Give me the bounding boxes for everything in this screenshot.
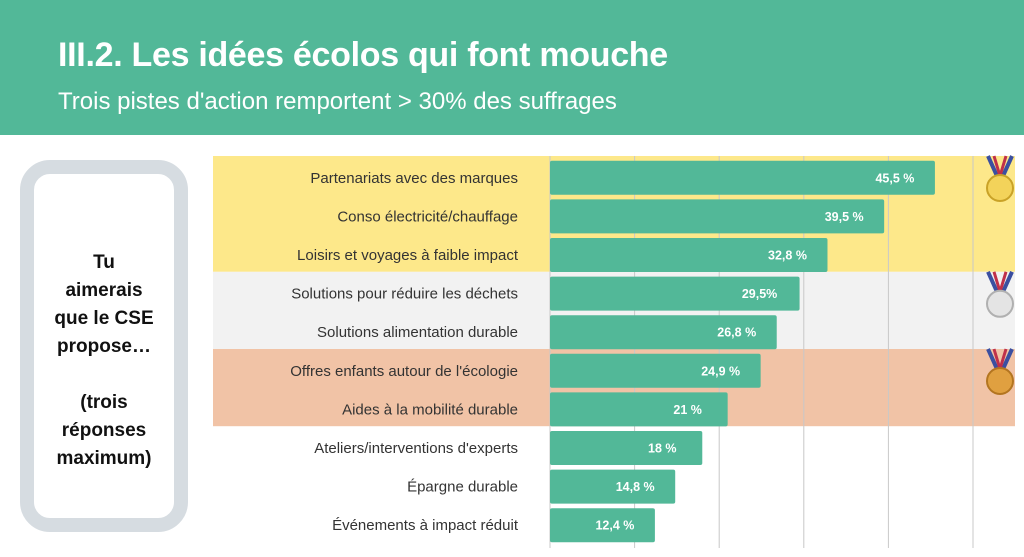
bar — [550, 508, 655, 543]
bronze-medal-ribbon-icon — [986, 348, 1014, 370]
bar — [550, 276, 800, 311]
category-label: Offres enfants autour de l'écologie — [290, 363, 518, 380]
category-label: Événements à impact réduit — [332, 517, 519, 534]
silver-medal-icon — [986, 289, 1014, 318]
category-label: Partenariats avec des marques — [310, 170, 518, 187]
question-note: réponses — [61, 420, 147, 441]
value-label: 29,5% — [742, 287, 777, 301]
header-banner: III.2. Les idées écolos qui font mouche … — [0, 0, 1024, 135]
bar — [550, 469, 676, 504]
page-subtitle: Trois pistes d'action remportent > 30% d… — [58, 88, 617, 115]
category-label: Conso électricité/chauffage — [337, 208, 518, 225]
category-label: Solutions pour réduire les déchets — [291, 286, 518, 303]
page-title: III.2. Les idées écolos qui font mouche — [58, 36, 668, 74]
question-line: aimerais — [65, 280, 143, 301]
value-label: 12,4 % — [595, 519, 634, 533]
category-label: Solutions alimentation durable — [317, 324, 518, 341]
bar — [550, 160, 935, 195]
value-label: 39,5 % — [825, 210, 864, 224]
question-line: que le CSE — [54, 308, 154, 329]
value-label: 45,5 % — [875, 171, 914, 185]
gold-medal-ribbon-icon — [986, 155, 1014, 177]
question-card: Tu aimerais que le CSE propose… (trois r… — [20, 160, 188, 532]
silver-medal-ribbon-icon — [986, 270, 1014, 293]
bar — [550, 392, 728, 427]
bar — [550, 315, 777, 350]
bar — [550, 199, 885, 234]
bar — [550, 431, 703, 465]
question-note: (trois — [80, 392, 128, 413]
value-label: 21 % — [673, 403, 702, 417]
category-label: Loisirs et voyages à faible impact — [297, 247, 519, 264]
category-label: Épargne durable — [407, 479, 518, 496]
bronze-medal-icon — [986, 367, 1014, 395]
bar — [550, 238, 828, 272]
value-label: 32,8 % — [768, 249, 807, 263]
question-line: propose… — [57, 336, 151, 357]
category-label: Ateliers/interventions d'experts — [314, 440, 518, 457]
value-label: 18 % — [648, 442, 677, 456]
category-label: Aides à la mobilité durable — [342, 401, 518, 418]
question-note: maximum) — [56, 448, 152, 469]
value-label: 26,8 % — [717, 326, 756, 340]
value-label: 14,8 % — [616, 480, 655, 494]
bar — [550, 353, 761, 388]
gold-medal-icon — [986, 174, 1014, 202]
value-label: 24,9 % — [701, 364, 740, 378]
question-line: Tu — [93, 252, 115, 273]
